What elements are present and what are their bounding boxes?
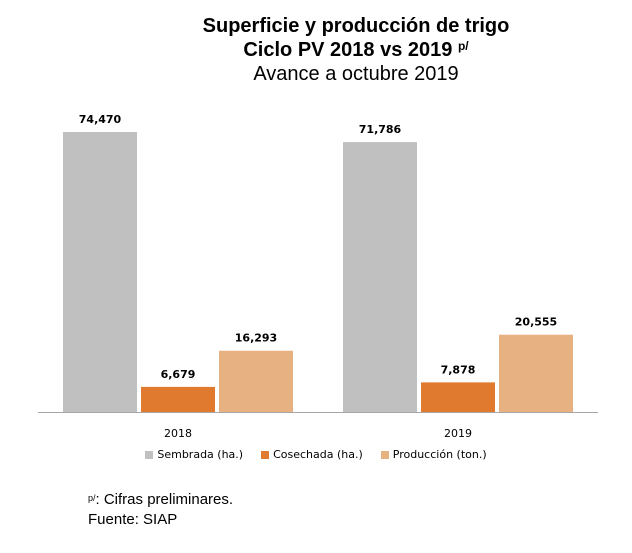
legend-label-cosechada: Cosechada (ha.) xyxy=(273,448,363,461)
legend-swatch-cosechada xyxy=(261,450,270,459)
bar-2019-2 xyxy=(499,334,573,412)
data-label-2018-0: 74,470 xyxy=(79,113,122,126)
bar-2019-0 xyxy=(343,142,417,412)
legend-label-produccion: Producción (ton.) xyxy=(392,448,487,461)
bar-2018-0 xyxy=(63,132,137,412)
footnotes: p/: Cifras preliminares. Fuente: SIAP xyxy=(88,490,233,530)
legend: Sembrada (ha.) Cosechada (ha.) Producció… xyxy=(0,448,632,461)
legend-item-produccion: Producción (ton.) xyxy=(380,448,487,461)
chart-subtitle: Ciclo PV 2018 vs 2019 p/ xyxy=(0,38,632,62)
bar-2018-1 xyxy=(141,386,215,412)
x-tick-label-2018: 2018 xyxy=(164,427,192,440)
bar-2019-1 xyxy=(421,382,495,412)
data-label-2019-1: 7,878 xyxy=(441,363,476,376)
data-label-2019-0: 71,786 xyxy=(359,123,402,136)
data-label-2018-2: 16,293 xyxy=(235,332,277,345)
footnote-preliminary-text: : Cifras preliminares. xyxy=(95,491,234,508)
chart-title: Superficie y producción de trigo xyxy=(202,15,510,37)
legend-swatch-produccion xyxy=(380,450,389,459)
chart-subtitle-text: Ciclo PV 2018 vs 2019 xyxy=(243,39,453,61)
chart-date-note: Avance a octubre 2019 xyxy=(253,63,459,85)
legend-swatch-sembrada xyxy=(145,450,154,459)
legend-item-cosechada: Cosechada (ha.) xyxy=(261,448,363,461)
chart-title-block: Superficie y producción de trigo Ciclo P… xyxy=(0,14,632,86)
data-label-2018-1: 6,679 xyxy=(161,368,196,381)
legend-item-sembrada: Sembrada (ha.) xyxy=(145,448,243,461)
legend-label-sembrada: Sembrada (ha.) xyxy=(157,448,244,461)
footnote-preliminary: p/: Cifras preliminares. xyxy=(88,490,233,510)
x-tick-label-2019: 2019 xyxy=(444,427,472,440)
footnote-marker: p/ xyxy=(88,493,96,503)
bar-2018-2 xyxy=(219,350,293,412)
preliminary-marker: p/ xyxy=(457,39,469,53)
footnote-source: Fuente: SIAP xyxy=(88,511,178,528)
data-label-2019-2: 20,555 xyxy=(515,316,557,329)
